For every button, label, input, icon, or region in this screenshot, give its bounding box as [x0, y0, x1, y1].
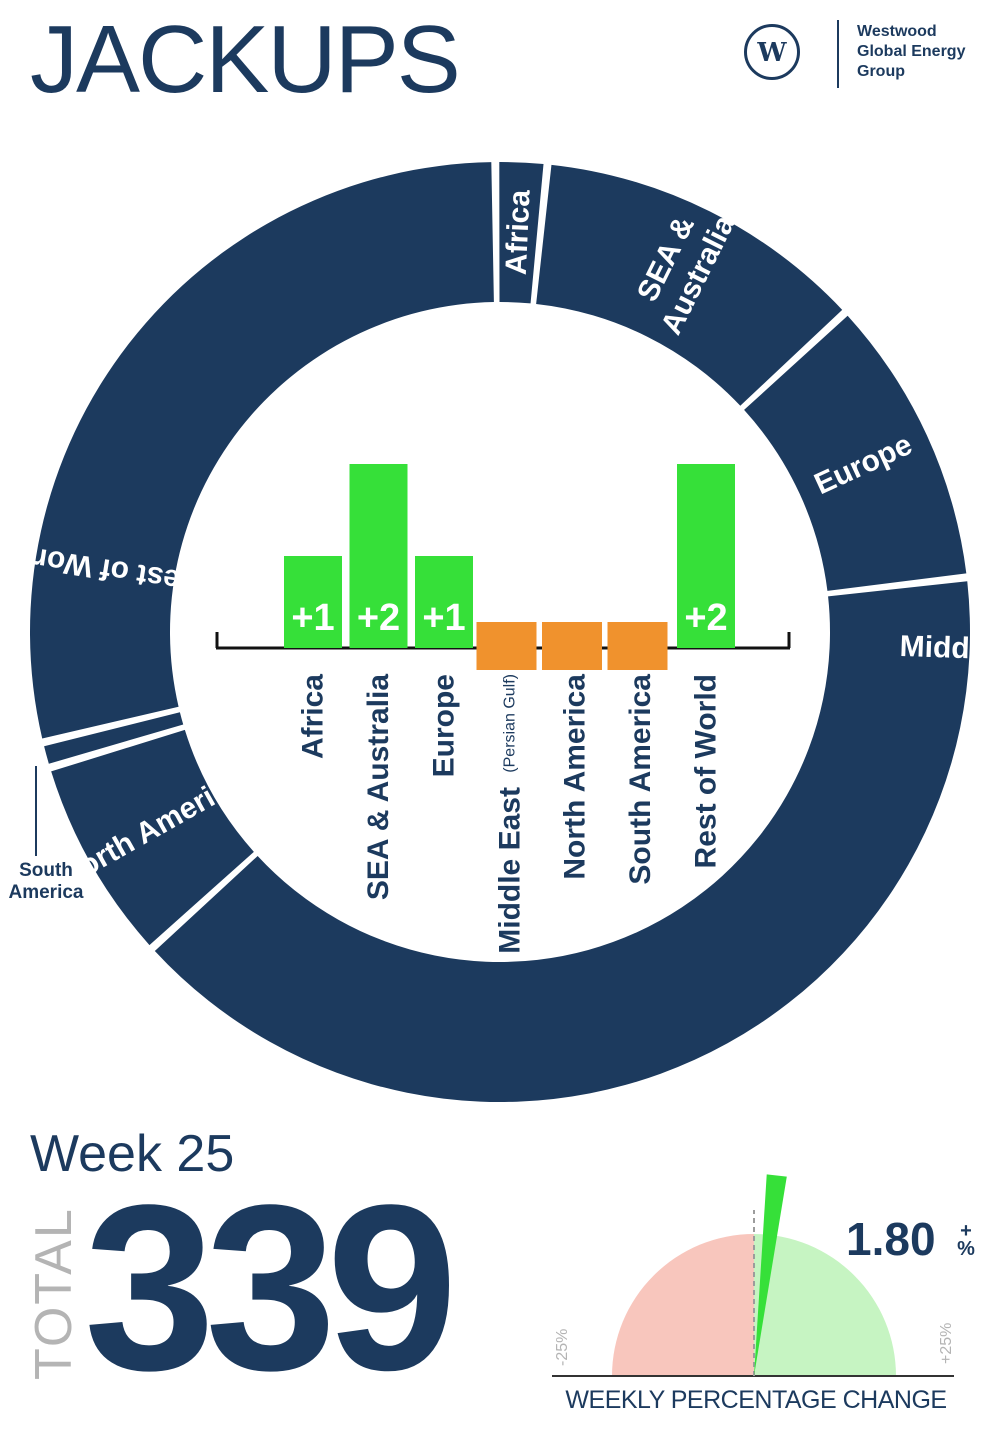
page-title: JACKUPS [30, 6, 461, 113]
percent-symbol: % [957, 1238, 975, 1260]
gauge-max-label: +25% [938, 1322, 955, 1364]
bar-value-label-sea-australia: +2 [357, 597, 400, 639]
bar-category-label-europe: Europe [428, 674, 461, 777]
gauge-positive-half [754, 1234, 896, 1376]
logo-mark-icon: W [744, 24, 800, 80]
donut-label-middle-east-main: Middle East [899, 629, 1000, 668]
logo-line-3: Group [857, 63, 905, 80]
total-label: TOTAL [25, 1207, 83, 1380]
south-america-callout-label: America [9, 882, 84, 903]
week-label: Week 25 [30, 1125, 235, 1183]
bar-no-change-north-america [542, 622, 602, 670]
gauge-value-symbols: + % [955, 1220, 977, 1260]
weekly-change-gauge [552, 1174, 954, 1377]
donut-segment-south-america [44, 712, 184, 764]
donut-segment-north-america [51, 729, 254, 946]
donut-segment-africa [499, 162, 544, 304]
bar-category-label-rest-of-world: Rest of World [690, 674, 723, 868]
logo-divider [837, 20, 839, 88]
south-america-callout-label: South [19, 860, 73, 881]
westwood-logo: W Westwood Global Energy Group [740, 18, 980, 90]
bar-category-label-middle-east: Middle East (Persian Gulf) [493, 674, 526, 954]
donut-segment-sea-australia [536, 164, 843, 406]
bar-no-change-middle-east [476, 622, 537, 670]
gauge-caption: WEEKLY PERCENTAGE CHANGE [565, 1386, 947, 1414]
gauge-needle [754, 1174, 787, 1376]
logo-text: Westwood Global Energy Group [857, 22, 965, 82]
bar-sea-australia [349, 464, 408, 648]
bar-africa [284, 556, 342, 648]
donut-label-middle-east: Middle East (Persian Gulf & Red Sea) [899, 629, 1000, 675]
plus-symbol: + [960, 1220, 972, 1242]
logo-line-1: Westwood [857, 23, 937, 40]
donut-segment-europe [744, 315, 967, 591]
logo-letter: W [756, 38, 787, 68]
bar-category-label-south-america: South America [624, 674, 657, 885]
bar-category-label-sea-australia: SEA & Australia [362, 674, 395, 900]
bar-category-main-middle-east: Middle East [493, 779, 526, 954]
gauge-negative-half [612, 1234, 754, 1376]
gauge-value: 1.80 [846, 1213, 936, 1265]
bar-value-label-africa: +1 [291, 597, 334, 639]
bar-rest-of-world [677, 464, 735, 648]
total-value: 339 [84, 1156, 458, 1420]
weekly-change-bar-chart: +1 Africa +2 SEA & Australia +1 Europe Middle … [215, 464, 791, 954]
donut-label-africa: Africa [500, 189, 537, 276]
bar-no-change-south-america [607, 622, 668, 670]
donut-segment-middle-east [154, 581, 971, 1102]
bar-europe [415, 556, 473, 648]
gauge-min-label: -25% [554, 1328, 571, 1366]
donut-segment-rest-of-world [30, 162, 494, 739]
bar-value-label-europe: +1 [422, 597, 465, 639]
logo-line-2: Global Energy [857, 43, 966, 60]
bar-category-label-north-america: North America [559, 674, 592, 880]
bar-value-label-rest-of-world: +2 [684, 597, 727, 639]
bar-category-sublabel-middle-east: (Persian Gulf) [501, 674, 518, 773]
bar-category-label-africa: Africa [297, 674, 330, 759]
